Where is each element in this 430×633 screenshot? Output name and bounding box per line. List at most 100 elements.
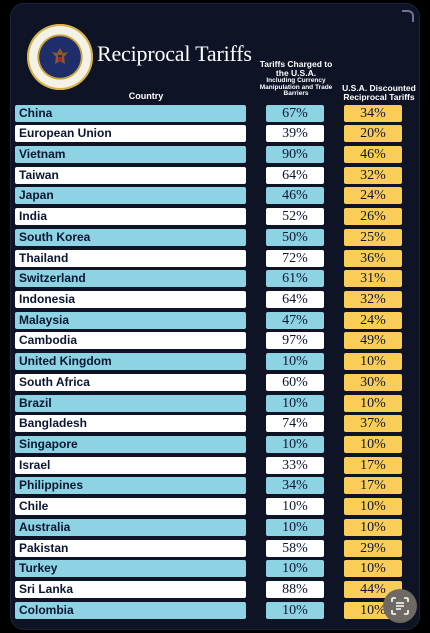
country-cell: India bbox=[15, 208, 246, 226]
country-cell: Japan bbox=[15, 187, 246, 205]
column-header-charged-sub: Including Currency Manipulation and Trad… bbox=[259, 76, 333, 98]
country-cell: Philippines bbox=[15, 477, 246, 495]
table-row: Pakistan 58% 29% bbox=[15, 538, 402, 559]
charged-tariff-cell: 72% bbox=[266, 249, 324, 267]
charged-tariff-cell: 10% bbox=[266, 436, 324, 453]
table-row: United Kingdom 10% 10% bbox=[15, 352, 402, 373]
discounted-tariff-cell: 26% bbox=[344, 208, 402, 226]
charged-tariff-cell: 10% bbox=[266, 518, 324, 536]
charged-tariff-cell: 10% bbox=[266, 353, 324, 371]
presidential-seal-icon bbox=[27, 24, 93, 90]
country-cell: Australia bbox=[15, 518, 246, 536]
discounted-tariff-cell: 29% bbox=[344, 539, 402, 557]
table-row: Japan 46% 24% bbox=[15, 186, 402, 207]
country-cell: South Korea bbox=[15, 228, 246, 246]
scan-text-button[interactable] bbox=[383, 589, 417, 623]
discounted-tariff-cell: 17% bbox=[344, 456, 402, 474]
discounted-tariff-cell: 46% bbox=[344, 145, 402, 163]
charged-tariff-cell: 74% bbox=[266, 415, 324, 433]
table-row: Israel 33% 17% bbox=[15, 455, 402, 476]
country-cell: Thailand bbox=[15, 249, 246, 267]
table-row: India 52% 26% bbox=[15, 207, 402, 228]
table-row: European Union 39% 20% bbox=[15, 124, 402, 145]
charged-tariff-cell: 10% bbox=[266, 601, 324, 619]
column-header-country: Country bbox=[128, 91, 164, 101]
table-row: Sri Lanka 88% 44% bbox=[15, 580, 402, 601]
corner-mark bbox=[402, 10, 414, 22]
discounted-tariff-cell: 17% bbox=[344, 477, 402, 495]
discounted-tariff-cell: 36% bbox=[344, 249, 402, 267]
column-header-discounted: U.S.A. Discounted Reciprocal Tariffs bbox=[342, 83, 416, 102]
charged-tariff-cell: 39% bbox=[266, 125, 324, 143]
charged-tariff-cell: 10% bbox=[266, 498, 324, 516]
table-row: Colombia 10% 10% bbox=[15, 600, 402, 621]
discounted-tariff-cell: 10% bbox=[344, 353, 402, 371]
tariff-table: China 67% 34% European Union 39% 20% Vietnam 90… bbox=[15, 103, 402, 621]
table-row: Thailand 72% 36% bbox=[15, 248, 402, 269]
column-header-charged: Tariffs Charged to the U.S.A. Including … bbox=[257, 60, 335, 98]
country-cell: South Africa bbox=[15, 373, 246, 391]
country-cell: Malaysia bbox=[15, 311, 246, 329]
country-cell: Vietnam bbox=[15, 145, 246, 163]
charged-tariff-cell: 64% bbox=[266, 290, 324, 308]
table-row: Indonesia 64% 32% bbox=[15, 289, 402, 310]
country-cell: Singapore bbox=[15, 436, 246, 453]
table-row: Taiwan 64% 32% bbox=[15, 165, 402, 186]
discounted-tariff-cell: 37% bbox=[344, 415, 402, 433]
column-header-charged-main: Tariffs Charged to the U.S.A. bbox=[259, 59, 333, 78]
discounted-tariff-cell: 10% bbox=[344, 560, 402, 578]
table-row: Chile 10% 10% bbox=[15, 497, 402, 518]
discounted-tariff-cell: 25% bbox=[344, 228, 402, 246]
table-row: China 67% 34% bbox=[15, 103, 402, 124]
country-cell: Cambodia bbox=[15, 332, 246, 350]
page-title: Reciprocal Tariffs bbox=[97, 41, 252, 66]
table-row: Turkey 10% 10% bbox=[15, 559, 402, 580]
discounted-tariff-cell: 30% bbox=[344, 373, 402, 391]
discounted-tariff-cell: 10% bbox=[344, 498, 402, 516]
table-row: Philippines 34% 17% bbox=[15, 476, 402, 497]
charged-tariff-cell: 60% bbox=[266, 373, 324, 391]
discounted-tariff-cell: 20% bbox=[344, 125, 402, 143]
country-cell: Colombia bbox=[15, 601, 246, 619]
table-row: Vietnam 90% 46% bbox=[15, 144, 402, 165]
charged-tariff-cell: 47% bbox=[266, 311, 324, 329]
charged-tariff-cell: 67% bbox=[266, 104, 324, 122]
charged-tariff-cell: 61% bbox=[266, 270, 324, 288]
charged-tariff-cell: 10% bbox=[266, 560, 324, 578]
charged-tariff-cell: 50% bbox=[266, 228, 324, 246]
discounted-tariff-cell: 10% bbox=[344, 518, 402, 536]
country-cell: Sri Lanka bbox=[15, 581, 246, 599]
country-cell: Israel bbox=[15, 456, 246, 474]
country-cell: China bbox=[15, 104, 246, 122]
table-row: Bangladesh 74% 37% bbox=[15, 414, 402, 435]
charged-tariff-cell: 90% bbox=[266, 145, 324, 163]
table-row: Australia 10% 10% bbox=[15, 517, 402, 538]
discounted-tariff-cell: 24% bbox=[344, 187, 402, 205]
table-row: South Korea 50% 25% bbox=[15, 227, 402, 248]
charged-tariff-cell: 10% bbox=[266, 394, 324, 412]
eagle-icon bbox=[52, 48, 68, 64]
table-row: Malaysia 47% 24% bbox=[15, 310, 402, 331]
table-row: Brazil 10% 10% bbox=[15, 393, 402, 414]
country-cell: Bangladesh bbox=[15, 415, 246, 433]
charged-tariff-cell: 58% bbox=[266, 539, 324, 557]
country-cell: Chile bbox=[15, 498, 246, 516]
scan-text-icon bbox=[391, 597, 409, 615]
country-cell: European Union bbox=[15, 125, 246, 143]
charged-tariff-cell: 88% bbox=[266, 581, 324, 599]
discounted-tariff-cell: 34% bbox=[344, 104, 402, 122]
discounted-tariff-cell: 24% bbox=[344, 311, 402, 329]
country-cell: Pakistan bbox=[15, 539, 246, 557]
charged-tariff-cell: 46% bbox=[266, 187, 324, 205]
country-cell: Taiwan bbox=[15, 166, 246, 184]
discounted-tariff-cell: 32% bbox=[344, 166, 402, 184]
country-cell: Indonesia bbox=[15, 290, 246, 308]
country-cell: Turkey bbox=[15, 560, 246, 578]
country-cell: Switzerland bbox=[15, 270, 246, 288]
discounted-tariff-cell: 49% bbox=[344, 332, 402, 350]
discounted-tariff-cell: 32% bbox=[344, 290, 402, 308]
country-cell: United Kingdom bbox=[15, 353, 246, 371]
discounted-tariff-cell: 10% bbox=[344, 394, 402, 412]
discounted-tariff-cell: 31% bbox=[344, 270, 402, 288]
table-row: Cambodia 97% 49% bbox=[15, 331, 402, 352]
